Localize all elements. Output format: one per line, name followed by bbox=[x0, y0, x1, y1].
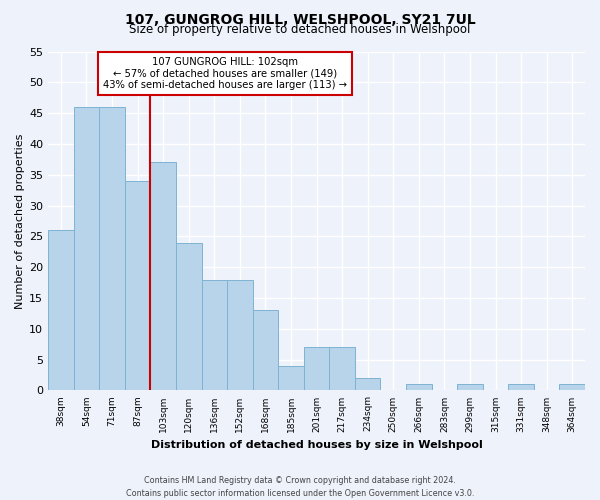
Bar bbox=[151, 162, 176, 390]
Text: Contains HM Land Registry data © Crown copyright and database right 2024.
Contai: Contains HM Land Registry data © Crown c… bbox=[126, 476, 474, 498]
Bar bbox=[253, 310, 278, 390]
Bar bbox=[48, 230, 74, 390]
Bar bbox=[508, 384, 534, 390]
X-axis label: Distribution of detached houses by size in Welshpool: Distribution of detached houses by size … bbox=[151, 440, 482, 450]
Bar bbox=[457, 384, 483, 390]
Bar bbox=[329, 348, 355, 391]
Text: Size of property relative to detached houses in Welshpool: Size of property relative to detached ho… bbox=[130, 22, 470, 36]
Bar bbox=[559, 384, 585, 390]
Text: 107 GUNGROG HILL: 102sqm
← 57% of detached houses are smaller (149)
43% of semi-: 107 GUNGROG HILL: 102sqm ← 57% of detach… bbox=[103, 56, 347, 90]
Bar bbox=[176, 242, 202, 390]
Bar bbox=[406, 384, 431, 390]
Bar bbox=[304, 348, 329, 391]
Text: 107, GUNGROG HILL, WELSHPOOL, SY21 7UL: 107, GUNGROG HILL, WELSHPOOL, SY21 7UL bbox=[125, 12, 475, 26]
Bar bbox=[74, 107, 99, 391]
Bar bbox=[125, 181, 151, 390]
Bar bbox=[227, 280, 253, 390]
Bar bbox=[278, 366, 304, 390]
Bar bbox=[202, 280, 227, 390]
Y-axis label: Number of detached properties: Number of detached properties bbox=[15, 134, 25, 308]
Bar bbox=[99, 107, 125, 391]
Bar bbox=[355, 378, 380, 390]
